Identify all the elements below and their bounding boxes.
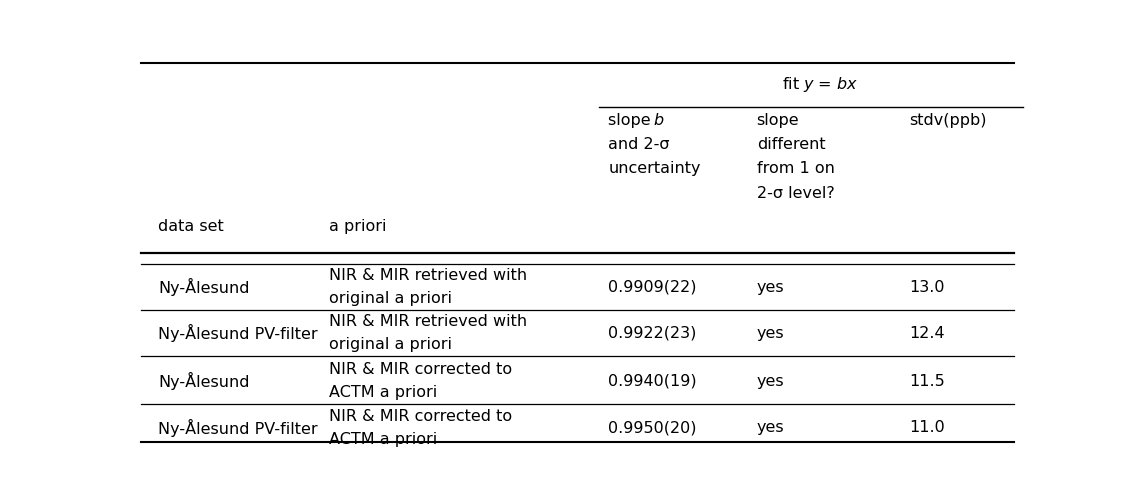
Text: 0.9940(19): 0.9940(19)	[609, 374, 696, 389]
Text: NIR & MIR corrected to: NIR & MIR corrected to	[329, 362, 512, 377]
Text: ACTM a priori: ACTM a priori	[329, 432, 437, 447]
Text: uncertainty: uncertainty	[609, 162, 701, 176]
Text: yes: yes	[756, 280, 784, 295]
Text: 2-σ level?: 2-σ level?	[756, 185, 834, 201]
Text: data set: data set	[158, 219, 224, 234]
Text: from 1 on: from 1 on	[756, 162, 834, 176]
Text: different: different	[756, 137, 825, 152]
Text: NIR & MIR corrected to: NIR & MIR corrected to	[329, 409, 512, 424]
Text: 0.9950(20): 0.9950(20)	[609, 420, 696, 435]
Text: 0.9909(22): 0.9909(22)	[609, 280, 696, 295]
Text: Ny-Ålesund: Ny-Ålesund	[158, 278, 250, 296]
Text: Ny-Ålesund: Ny-Ålesund	[158, 372, 250, 390]
Text: fit $y$ = $b$$x$: fit $y$ = $b$$x$	[782, 75, 858, 94]
Text: 13.0: 13.0	[909, 280, 944, 295]
Text: slope: slope	[756, 113, 799, 128]
Text: 11.0: 11.0	[909, 420, 946, 435]
Text: 12.4: 12.4	[909, 326, 946, 341]
Text: yes: yes	[756, 326, 784, 341]
Text: Ny-Ålesund PV-filter: Ny-Ålesund PV-filter	[158, 324, 318, 342]
Text: yes: yes	[756, 420, 784, 435]
Text: and 2-σ: and 2-σ	[609, 137, 669, 152]
Text: slope: slope	[609, 113, 656, 128]
Text: a priori: a priori	[329, 219, 387, 234]
Text: Ny-Ålesund PV-filter: Ny-Ålesund PV-filter	[158, 419, 318, 437]
Text: yes: yes	[756, 374, 784, 389]
Text: 0.9922(23): 0.9922(23)	[609, 326, 696, 341]
Text: 11.5: 11.5	[909, 374, 946, 389]
Text: b: b	[654, 113, 664, 128]
Text: original a priori: original a priori	[329, 291, 452, 306]
Text: ACTM a priori: ACTM a priori	[329, 385, 437, 400]
Text: stdv(ppb): stdv(ppb)	[909, 113, 987, 128]
Text: NIR & MIR retrieved with: NIR & MIR retrieved with	[329, 268, 526, 283]
Text: original a priori: original a priori	[329, 337, 452, 352]
Text: NIR & MIR retrieved with: NIR & MIR retrieved with	[329, 314, 526, 330]
